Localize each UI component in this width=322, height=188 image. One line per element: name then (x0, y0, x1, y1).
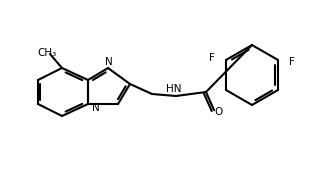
Text: HN: HN (166, 84, 182, 94)
Text: F: F (289, 57, 295, 67)
Text: F: F (209, 53, 215, 63)
Text: N: N (105, 57, 113, 67)
Text: O: O (215, 107, 223, 117)
Text: CH₃: CH₃ (37, 48, 57, 58)
Text: N: N (92, 103, 100, 113)
